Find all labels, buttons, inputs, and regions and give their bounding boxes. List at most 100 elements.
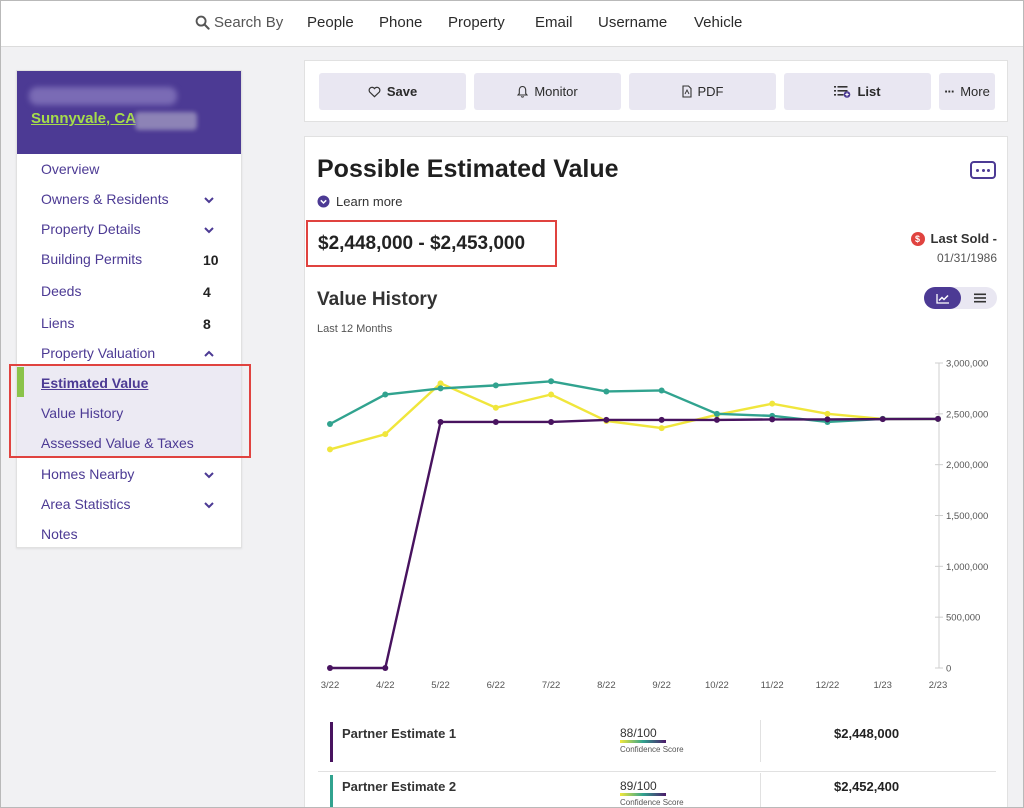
- x-tick-label: 1/23: [873, 680, 892, 691]
- x-tick-label: 10/22: [705, 680, 729, 691]
- partner-row: Partner Estimate 2 89/100 Confidence Sco…: [318, 773, 996, 808]
- sidebar: Sunnyvale, CA Overview Owners & Resident…: [16, 70, 242, 548]
- nav-email[interactable]: Email: [535, 14, 573, 31]
- list-icon: [973, 293, 986, 303]
- score-gradient: [620, 740, 666, 743]
- x-tick-label: 5/22: [431, 680, 450, 691]
- data-point: [492, 418, 499, 425]
- series-color-bar: [330, 722, 333, 762]
- bell-icon: [517, 85, 529, 98]
- count-badge: 4: [203, 284, 211, 300]
- chevron-down-icon[interactable]: [203, 471, 215, 479]
- search-icon[interactable]: [195, 15, 210, 30]
- sidebar-item-liens[interactable]: Liens: [41, 315, 75, 331]
- data-point: [492, 404, 499, 411]
- y-tick-label: 1,000,000: [946, 562, 988, 573]
- data-point: [879, 416, 886, 423]
- score-value: 89: [620, 779, 634, 793]
- data-point: [935, 415, 941, 422]
- pdf-button[interactable]: PDF: [629, 73, 776, 110]
- estimate-card: Possible Estimated Value Learn more $2,4…: [304, 136, 1008, 808]
- x-tick-label: 7/22: [542, 680, 561, 691]
- save-label: Save: [386, 84, 418, 99]
- pdf-icon: [681, 85, 692, 98]
- nav-people[interactable]: People: [307, 14, 354, 31]
- data-point: [603, 388, 610, 395]
- learn-more-toggle[interactable]: Learn more: [317, 194, 402, 209]
- nav-username[interactable]: Username: [598, 14, 668, 31]
- data-point: [382, 431, 389, 438]
- sidebar-item-property-details[interactable]: Property Details: [41, 221, 141, 237]
- sidebar-item-owners-residents[interactable]: Owners & Residents: [41, 191, 169, 207]
- table-view-button[interactable]: [962, 287, 997, 309]
- more-button[interactable]: ··· More: [939, 73, 995, 110]
- partner-value: $2,448,000: [834, 726, 900, 741]
- nav-property[interactable]: Property: [448, 14, 505, 31]
- series-color-bar: [330, 775, 333, 808]
- data-point: [327, 665, 333, 671]
- score-gradient: [620, 793, 666, 796]
- more-label: More: [960, 84, 990, 99]
- sidebar-item-assessed-value-taxes[interactable]: Assessed Value & Taxes: [41, 435, 194, 451]
- confidence-label: Confidence Score: [620, 745, 684, 754]
- y-tick-label: 2,500,000: [946, 409, 988, 420]
- x-tick-label: 3/22: [321, 680, 340, 691]
- list-button[interactable]: List: [784, 73, 931, 110]
- data-point: [327, 446, 333, 453]
- sidebar-header: Sunnyvale, CA: [17, 71, 241, 154]
- series-line: [330, 417, 939, 670]
- data-point: [824, 410, 831, 417]
- data-point: [382, 665, 389, 671]
- dollar-icon: $: [910, 231, 925, 246]
- chevron-up-icon[interactable]: [203, 350, 215, 358]
- score-max: /100: [633, 779, 657, 793]
- list-label: List: [857, 84, 881, 99]
- list-add-icon: [834, 86, 851, 98]
- y-tick-label: 3,000,000: [946, 359, 988, 370]
- sidebar-item-area-statistics[interactable]: Area Statistics: [41, 496, 131, 512]
- options-menu-button[interactable]: [970, 161, 996, 179]
- sidebar-item-property-valuation[interactable]: Property Valuation: [41, 345, 156, 361]
- nav-phone[interactable]: Phone: [379, 14, 423, 31]
- y-tick-label: 500,000: [946, 613, 980, 624]
- monitor-button[interactable]: Monitor: [474, 73, 621, 110]
- x-tick-label: 9/22: [652, 680, 671, 691]
- confidence-label: Confidence Score: [620, 798, 684, 807]
- confidence-score: 88/100: [620, 726, 657, 740]
- save-button[interactable]: Save: [319, 73, 466, 110]
- nav-vehicle[interactable]: Vehicle: [694, 14, 743, 31]
- divider: [760, 720, 761, 762]
- y-tick-label: 0: [946, 664, 951, 675]
- sidebar-item-deeds[interactable]: Deeds: [41, 283, 82, 299]
- data-point: [769, 400, 776, 407]
- value-history-chart: 0 500,000 1,000,000 1,500,000 2,000,000 2,500…: [321, 359, 989, 692]
- action-toolbar: Save Monitor PDF List ··· More: [304, 60, 1008, 122]
- city-link[interactable]: Sunnyvale, CA: [31, 110, 137, 127]
- data-point: [658, 425, 665, 432]
- chevron-down-icon[interactable]: [203, 226, 215, 234]
- sidebar-item-homes-nearby[interactable]: Homes Nearby: [41, 466, 135, 482]
- sidebar-item-estimated-value[interactable]: Estimated Value: [41, 375, 149, 391]
- count-badge: 10: [203, 252, 219, 268]
- chevron-down-icon[interactable]: [203, 196, 215, 204]
- data-point: [603, 416, 610, 423]
- data-point: [548, 391, 555, 398]
- sub-section-bg: [17, 366, 241, 458]
- highlight-box: [9, 364, 251, 458]
- chevron-down-icon[interactable]: [203, 501, 215, 509]
- data-point: [713, 410, 720, 417]
- more-dots-icon: ···: [944, 84, 955, 99]
- heart-icon: [368, 86, 381, 97]
- sidebar-item-overview[interactable]: Overview: [41, 161, 100, 177]
- sidebar-item-notes[interactable]: Notes: [41, 526, 78, 542]
- chart-view-button[interactable]: [924, 287, 961, 309]
- partner-name: Partner Estimate 2: [342, 779, 457, 794]
- sidebar-item-value-history[interactable]: Value History: [41, 405, 124, 421]
- pdf-label: PDF: [697, 84, 724, 99]
- partner-row: Partner Estimate 1 88/100 Confidence Sco…: [318, 720, 996, 770]
- line-chart-icon: [935, 293, 949, 304]
- data-point: [327, 421, 333, 427]
- sidebar-item-building-permits[interactable]: Building Permits: [41, 251, 143, 267]
- x-tick-label: 4/22: [376, 680, 395, 691]
- data-point: [824, 416, 831, 423]
